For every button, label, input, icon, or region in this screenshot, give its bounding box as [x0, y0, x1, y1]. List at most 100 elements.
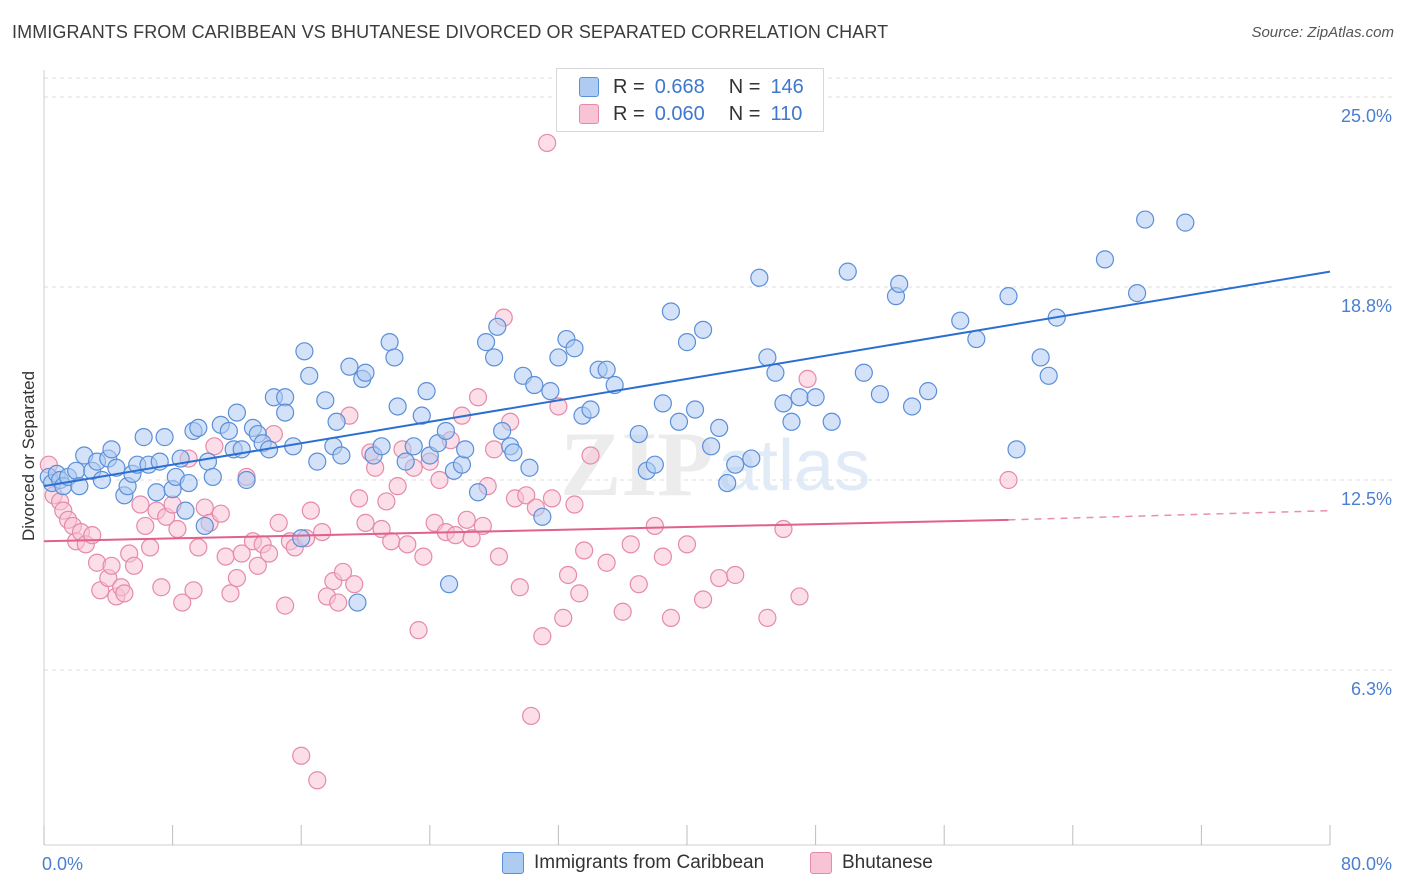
bhutanese-point	[377, 492, 396, 511]
bhutanese-point	[554, 608, 573, 627]
bhutanese-point	[345, 575, 364, 594]
legend-row-caribbean: R = 0.668 N = 146	[579, 74, 804, 100]
caribbean-point	[1127, 283, 1147, 303]
bhutanese-point	[489, 547, 509, 566]
bhutanese-point	[645, 516, 664, 536]
bhutanese-point	[798, 369, 817, 388]
bhutanese-point	[581, 446, 600, 465]
bhutanese-point	[259, 544, 279, 563]
caribbean-point	[332, 446, 351, 465]
bottom-legend-label: Immigrants from Caribbean	[534, 852, 765, 873]
bhutanese-point	[205, 437, 224, 456]
caribbean-point	[790, 388, 809, 407]
bhutanese-point	[189, 538, 208, 557]
caribbean-point	[1136, 210, 1155, 229]
caribbean-point	[520, 458, 539, 477]
legend-n-value: 146	[770, 75, 804, 98]
caribbean-point	[385, 348, 404, 367]
legend-n-label: N =	[728, 75, 761, 98]
bhutanese-point	[140, 538, 160, 557]
caribbean-point	[417, 382, 436, 401]
caribbean-point	[822, 412, 841, 431]
bhutanese-point	[221, 584, 240, 603]
bhutanese-point	[398, 535, 417, 554]
caribbean-point	[439, 575, 459, 594]
caribbean-point	[718, 473, 737, 493]
caribbean-points	[39, 210, 1195, 612]
caribbean-point	[726, 455, 745, 474]
bhutanese-point	[790, 587, 809, 606]
caribbean-point	[412, 406, 431, 425]
x-tick-label-min: 0.0%	[42, 854, 83, 874]
caribbean-point	[485, 348, 504, 367]
caribbean-point	[565, 339, 584, 358]
bhutanese-point	[409, 621, 428, 640]
caribbean-point	[308, 452, 327, 471]
caribbean-point	[661, 302, 681, 321]
caribbean-point	[316, 391, 335, 410]
caribbean-point	[436, 421, 455, 441]
caribbean-point	[203, 467, 222, 487]
bhutanese-point	[124, 556, 144, 575]
caribbean-point	[92, 470, 111, 490]
caribbean-point	[890, 274, 909, 294]
caribbean-point	[276, 388, 295, 407]
bhutanese-point	[485, 440, 504, 459]
caribbean-point	[541, 382, 560, 401]
bhutanese-point	[301, 501, 320, 520]
caribbean-point	[951, 311, 970, 330]
caribbean-point	[179, 473, 198, 493]
bhutanese-point	[629, 575, 648, 594]
caribbean-point	[967, 329, 986, 349]
y-tick-label: 6.3%	[1351, 679, 1392, 699]
caribbean-point	[380, 333, 399, 352]
bhutanese-point	[184, 581, 203, 600]
bhutanese-point	[538, 133, 557, 153]
y-axis-title: Divorced or Separated	[19, 371, 38, 541]
caribbean-point	[549, 348, 568, 367]
bhutanese-point	[430, 470, 449, 490]
bottom-legend-swatch-pink	[810, 852, 832, 874]
caribbean-point	[134, 428, 153, 447]
bhutanese-point	[468, 388, 488, 407]
bhutanese-point	[356, 513, 375, 532]
caribbean-point	[396, 452, 415, 471]
caribbean-point	[189, 418, 208, 438]
bhutanese-point	[333, 562, 353, 582]
caribbean-point	[525, 375, 544, 395]
bhutanese-point	[521, 706, 541, 726]
caribbean-point	[838, 262, 857, 281]
trend-lines	[43, 270, 1331, 543]
caribbean-point	[629, 424, 648, 444]
bottom-legend-bhutanese: Bhutanese	[810, 852, 933, 874]
bhutanese-point	[388, 477, 407, 496]
caribbean-point	[702, 437, 721, 456]
bhutanese-point	[446, 526, 465, 545]
caribbean-point	[999, 287, 1018, 306]
bhutanese-point	[414, 547, 433, 566]
bhutanese-point	[999, 470, 1018, 490]
caribbean-point	[750, 268, 769, 287]
source-label: Source: ZipAtlas.com	[1251, 24, 1394, 41]
caribbean-point	[854, 363, 873, 382]
bhutanese-trend-extension	[1008, 509, 1331, 521]
bhutanese-point	[136, 516, 155, 536]
caribbean-point	[176, 501, 195, 520]
bhutanese-point	[693, 590, 713, 609]
y-tick-label: 25.0%	[1341, 106, 1392, 126]
caribbean-point	[758, 348, 777, 367]
bhutanese-point	[292, 746, 311, 765]
bhutanese-point	[102, 556, 121, 575]
bhutanese-point	[115, 584, 134, 603]
caribbean-point	[292, 529, 311, 548]
caribbean-point	[685, 400, 705, 419]
caribbean-point	[155, 428, 174, 447]
caribbean-point	[232, 440, 251, 459]
bhutanese-point	[211, 504, 230, 523]
legend-r-value: 0.060	[654, 102, 705, 125]
caribbean-point	[147, 483, 166, 502]
bottom-legend-label: Bhutanese	[842, 852, 933, 873]
caribbean-point	[1007, 440, 1026, 459]
bhutanese-point	[565, 495, 584, 514]
